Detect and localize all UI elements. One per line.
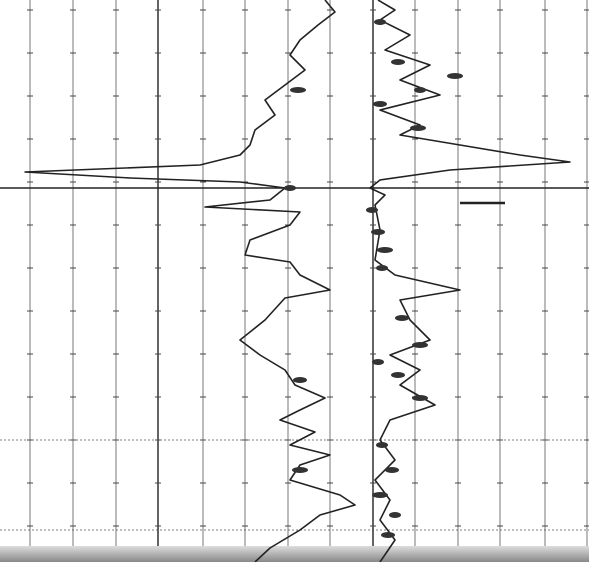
blob — [293, 377, 307, 383]
blob — [372, 492, 388, 498]
blob — [371, 229, 385, 235]
blob — [391, 372, 405, 378]
blob — [290, 87, 306, 93]
blob — [389, 512, 401, 518]
blob — [372, 359, 384, 365]
blob — [395, 315, 409, 321]
right-trace — [369, 0, 571, 562]
blob — [376, 265, 388, 271]
bottom-band — [0, 546, 589, 562]
blob — [377, 247, 393, 253]
blob — [284, 185, 296, 191]
blob — [447, 73, 463, 79]
blob — [410, 125, 426, 131]
blob — [381, 532, 395, 538]
left-trace — [24, 0, 356, 562]
blob — [391, 59, 405, 65]
blob — [292, 467, 308, 473]
trace-blobs — [284, 19, 463, 538]
blob — [414, 87, 426, 93]
blob — [385, 467, 399, 473]
blob — [373, 101, 387, 107]
blob — [366, 207, 378, 213]
blob — [374, 19, 386, 25]
blob — [412, 395, 428, 401]
blob — [376, 442, 388, 448]
blob — [412, 342, 428, 348]
